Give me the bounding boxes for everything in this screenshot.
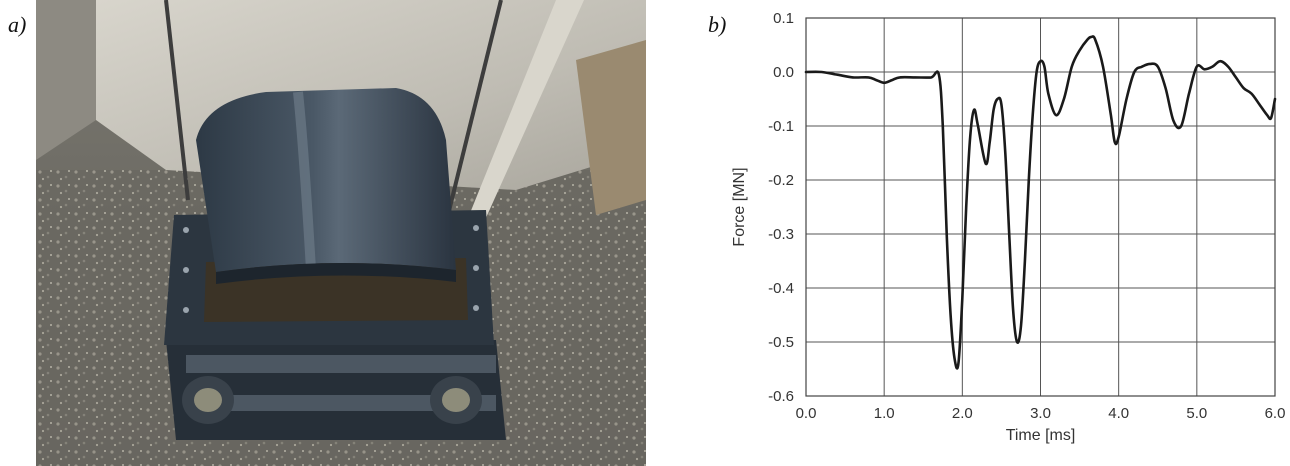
y-tick-label: -0.2 — [768, 172, 794, 189]
x-tick-label: 5.0 — [1186, 405, 1207, 422]
x-tick-label: 0.0 — [796, 405, 817, 422]
y-axis-title: Force [MN] — [731, 167, 748, 246]
x-tick-label: 1.0 — [874, 405, 895, 422]
y-tick-label: 0.0 — [773, 64, 794, 81]
y-tick-label: -0.3 — [768, 226, 794, 243]
y-tick-label: -0.5 — [768, 334, 794, 351]
x-tick-labels: 0.0 1.0 2.0 3.0 4.0 5.0 6.0 — [796, 405, 1286, 422]
x-tick-label: 3.0 — [1030, 405, 1051, 422]
y-tick-label: -0.6 — [768, 388, 794, 405]
y-tick-label: 0.1 — [773, 10, 794, 27]
x-axis-title: Time [ms] — [1006, 427, 1076, 444]
x-tick-label: 6.0 — [1265, 405, 1286, 422]
specimen-photo — [36, 0, 646, 466]
force-series-line — [804, 35, 1277, 370]
force-time-chart: 0.0 1.0 2.0 3.0 4.0 5.0 6.0 0.1 0.0 -0.1 -0.2 -0.3… — [731, 10, 1286, 444]
y-tick-labels: 0.1 0.0 -0.1 -0.2 -0.3 -0.4 -0.5 -0.6 — [768, 10, 794, 405]
x-tick-label: 4.0 — [1108, 405, 1129, 422]
support-pole — [464, 0, 584, 240]
rod-left — [164, 0, 190, 201]
plot-frame — [805, 17, 1276, 397]
rod-right — [446, 0, 503, 216]
panel-label-b: b) — [708, 12, 727, 37]
x-tick-label: 2.0 — [952, 405, 973, 422]
chart-grid — [805, 17, 1276, 397]
panel-label-a: a) — [8, 12, 27, 37]
y-tick-label: -0.4 — [768, 280, 794, 297]
y-tick-label: -0.1 — [768, 118, 794, 135]
wooden-plank — [576, 40, 646, 215]
cover-plate — [196, 88, 456, 272]
